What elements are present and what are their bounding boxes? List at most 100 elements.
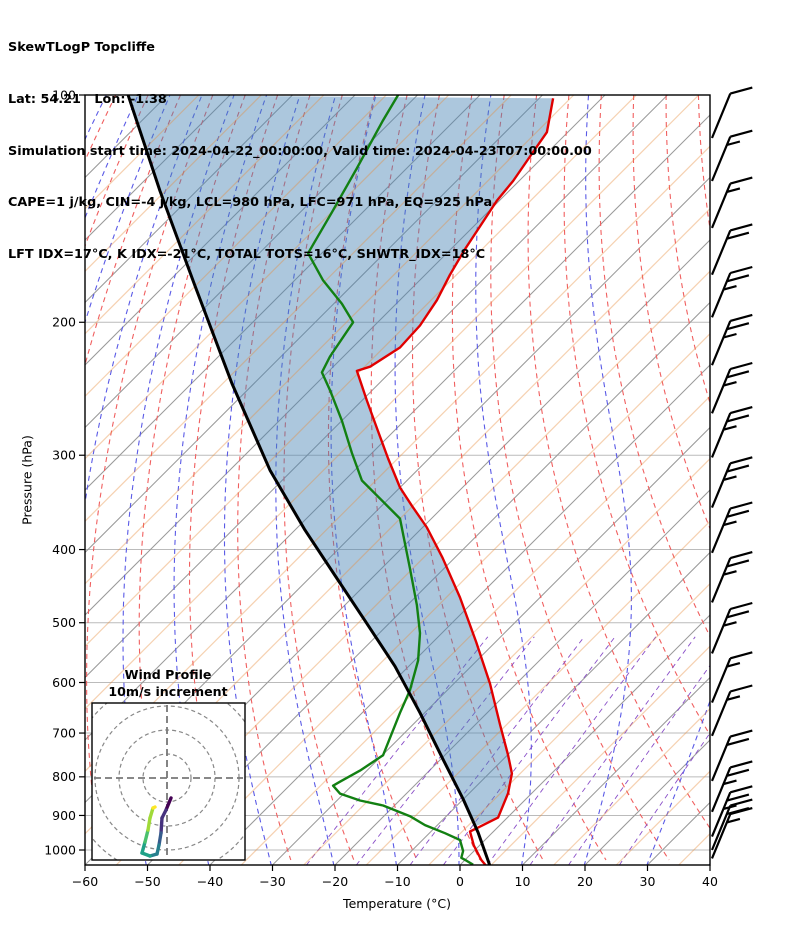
- wind-barb: [710, 223, 753, 276]
- isotherm-line: [397, 551, 710, 865]
- mixing-ratio-line: [306, 636, 489, 865]
- mixing-ratio-line: [355, 636, 535, 865]
- hodograph-title-line2: 10m/s increment: [108, 683, 228, 699]
- isotherm-line: [85, 95, 418, 429]
- moist-adiabat-line: [330, 95, 397, 865]
- mixing-ratio-line: [568, 664, 710, 865]
- isotherm-line: [147, 301, 710, 865]
- y-tick-label: 300: [52, 448, 76, 463]
- mixing-ratio-line: [529, 636, 696, 865]
- wind-barb: [710, 361, 753, 414]
- moist-adiabat-line: [85, 95, 203, 507]
- wind-barb: [710, 176, 753, 229]
- y-tick-label: 1000: [44, 842, 76, 857]
- hodograph-wind-trace: [148, 806, 155, 820]
- isotherm-line: [85, 95, 668, 679]
- header-title: SkewTLogP Topcliffe: [8, 40, 155, 56]
- axis-ticks: −60 −50 −40 −30 −20 −10 0 10 20 30 40 100 200 300 400 5…: [44, 87, 718, 889]
- wind-barb: [710, 785, 753, 838]
- warm-isotherm-line: [365, 520, 710, 865]
- hodograph-wind-trace: [164, 796, 173, 812]
- x-tick-label: −50: [134, 874, 160, 889]
- isotherm-line: [85, 95, 481, 491]
- warm-isotherm-line: [85, 95, 575, 585]
- x-tick-label: −20: [322, 874, 348, 889]
- hodograph-title: Wind Profile 10m/s increment: [108, 667, 227, 700]
- wind-barb: [710, 551, 753, 603]
- warm-isotherm-line: [678, 832, 710, 865]
- header-indices-line: LFT IDX=17°C, K IDX=-21°C, TOTAL TOTS=16…: [8, 246, 486, 262]
- hodograph-title-line1: Wind Profile: [124, 667, 212, 682]
- wind-barb: [710, 501, 753, 554]
- hodograph-wind-trace: [143, 828, 150, 844]
- y-tick-label: 400: [52, 542, 76, 557]
- isotherm-line: [85, 95, 293, 304]
- wind-barb: [710, 684, 753, 737]
- y-tick-label: 500: [52, 615, 76, 630]
- warm-isotherm-line: [85, 95, 637, 648]
- hodograph-wind-trace: [146, 816, 152, 832]
- wind-barb: [710, 601, 753, 654]
- dry-adiabat-line: [527, 95, 710, 830]
- hodograph-bg: [92, 703, 245, 860]
- hodograph-inset: [91, 702, 246, 861]
- y-tick-label: 800: [52, 769, 76, 784]
- y-tick-label: 600: [52, 675, 76, 690]
- x-tick-label: −60: [72, 874, 98, 889]
- dewpoint-curve: [306, 95, 474, 865]
- dry-adiabat-line: [665, 95, 710, 405]
- wind-barb: [710, 406, 753, 458]
- isotherm-line: [209, 364, 710, 865]
- dry-adiabat-line: [86, 95, 214, 861]
- wind-barb: [710, 456, 753, 509]
- isotherm-line: [85, 95, 231, 241]
- hodograph-frame: [91, 702, 246, 861]
- dry-adiabat-line: [85, 95, 182, 367]
- hodograph-wind-trace: [157, 831, 163, 847]
- warm-isotherm-line: [553, 707, 710, 865]
- warm-isotherm-line: [85, 95, 450, 460]
- mixing-ratio-line: [442, 636, 616, 865]
- wind-barb: [710, 760, 753, 813]
- hodograph-wind-trace: [140, 840, 147, 855]
- hodograph-wind-trace: [151, 805, 157, 810]
- wind-barb: [710, 265, 753, 318]
- dry-adiabat-line: [598, 95, 710, 638]
- hodograph-wind-trace: [159, 816, 164, 835]
- dry-adiabat-line: [370, 95, 481, 861]
- isotherm-line: [85, 95, 606, 616]
- dry-adiabat-line: [283, 95, 355, 861]
- wind-barb: [710, 313, 753, 366]
- header-cape-line: CAPE=1 j/kg, CIN=-4 j/kg, LCL=980 hPa, L…: [8, 195, 493, 211]
- warm-isotherm-line: [615, 770, 710, 865]
- x-tick-label: 20: [577, 874, 593, 889]
- y-tick-label: 900: [52, 808, 76, 823]
- dry-adiabat-line: [563, 95, 710, 737]
- moist-adiabat-line: [646, 699, 710, 865]
- x-axis-title: Temperature (°C): [343, 896, 451, 911]
- moist-adiabat-line: [708, 862, 710, 865]
- dry-adiabat-line: [85, 95, 149, 248]
- x-tick-label: 0: [456, 874, 464, 889]
- cape-area-polygon: [128, 95, 554, 826]
- dry-adiabat-line: [632, 95, 710, 530]
- y-tick-label: 700: [52, 725, 76, 740]
- warm-isotherm-line: [85, 95, 262, 273]
- warm-isotherm-line: [85, 95, 700, 710]
- mixing-ratio-line: [486, 636, 657, 865]
- sounding-curves: [126, 95, 555, 865]
- warm-isotherm-line: [490, 645, 710, 865]
- header-times: Simulation start time: 2024-04-22_00:00:…: [8, 143, 592, 159]
- warm-isotherm-line: [178, 332, 710, 865]
- wind-barb-column: [710, 86, 753, 859]
- wind-barb: [710, 86, 753, 139]
- x-tick-label: 30: [640, 874, 656, 889]
- isotherm-line: [85, 95, 543, 554]
- dry-adiabat-line: [451, 95, 607, 861]
- y-axis-title: Pressure (hPa): [19, 435, 35, 525]
- y-tick-label: 200: [52, 315, 76, 330]
- isotherm-line: [522, 676, 710, 865]
- warm-isotherm-line: [85, 95, 387, 398]
